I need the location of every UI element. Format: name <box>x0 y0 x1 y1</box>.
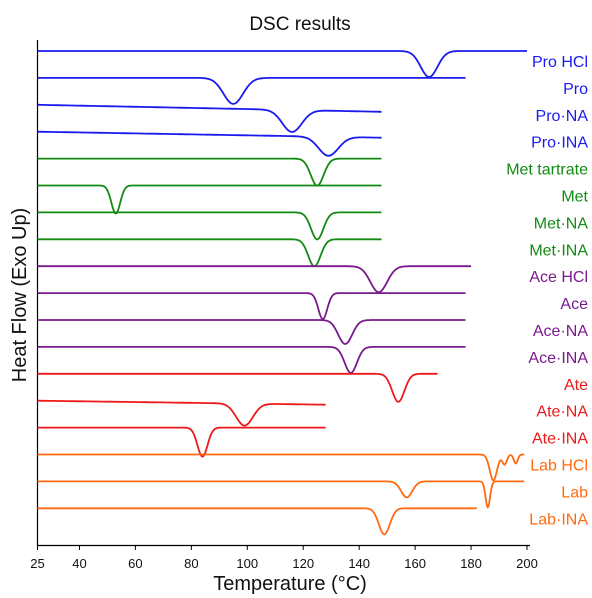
dsc-curve <box>37 319 466 345</box>
series-label: Met <box>561 189 588 206</box>
x-tick-label: 100 <box>236 556 258 571</box>
x-tick-label: 120 <box>292 556 314 571</box>
dsc-curve <box>37 292 466 321</box>
x-ticks: 25 40 60 80 100 120 140 160 180 200 <box>30 545 538 571</box>
x-tick-label: 40 <box>72 556 86 571</box>
x-tick-label: 200 <box>516 556 538 571</box>
dsc-curve <box>37 157 382 187</box>
x-tick-label: 140 <box>348 556 370 571</box>
dsc-curve <box>37 426 326 458</box>
series-label: Ace HCl <box>529 269 588 286</box>
series-label: Pro·INA <box>531 135 588 152</box>
dsc-curve <box>37 50 528 78</box>
x-tick-label: 160 <box>404 556 426 571</box>
dsc-curve <box>37 77 466 105</box>
series-labels: Pro HCl Pro Pro·NA Pro·INA Met tartrate Met Me… <box>506 54 588 528</box>
dsc-curve <box>37 265 472 294</box>
dsc-curve <box>37 345 466 374</box>
series-label: Ate <box>564 377 588 394</box>
series-label: Pro·NA <box>536 108 589 125</box>
x-tick-label: 60 <box>128 556 142 571</box>
dsc-curve <box>37 507 477 536</box>
dsc-curve <box>37 453 525 482</box>
dsc-curve <box>37 211 382 241</box>
x-tick-label: 25 <box>30 556 44 571</box>
x-tick-label: 180 <box>460 556 482 571</box>
dsc-curve <box>37 103 382 133</box>
series-label: Lab·INA <box>529 511 588 528</box>
dsc-curve <box>37 399 326 427</box>
dsc-curve <box>37 184 382 215</box>
y-axis-title: Heat Flow (Exo Up) <box>9 208 31 383</box>
dsc-curve <box>37 238 382 268</box>
series-label: Met·INA <box>529 242 588 259</box>
series-label: Ace·INA <box>528 350 588 367</box>
dsc-curves <box>37 50 528 536</box>
series-label: Lab HCl <box>530 458 588 475</box>
series-label: Pro <box>563 81 588 98</box>
series-label: Pro HCl <box>532 54 588 71</box>
x-tick-label: 80 <box>184 556 198 571</box>
series-label: Ate·NA <box>536 404 588 421</box>
chart-title: DSC results <box>249 14 350 35</box>
series-label: Met·NA <box>534 215 589 232</box>
series-label: Ace·NA <box>533 323 588 340</box>
dsc-curve <box>37 130 382 157</box>
series-label: Ace <box>560 296 588 313</box>
series-label: Lab <box>561 484 588 501</box>
dsc-curve <box>37 372 438 403</box>
x-axis-title: Temperature (°C) <box>213 573 367 595</box>
series-label: Ate·INA <box>532 431 588 448</box>
dsc-curve <box>37 480 525 509</box>
series-label: Met tartrate <box>506 162 588 179</box>
